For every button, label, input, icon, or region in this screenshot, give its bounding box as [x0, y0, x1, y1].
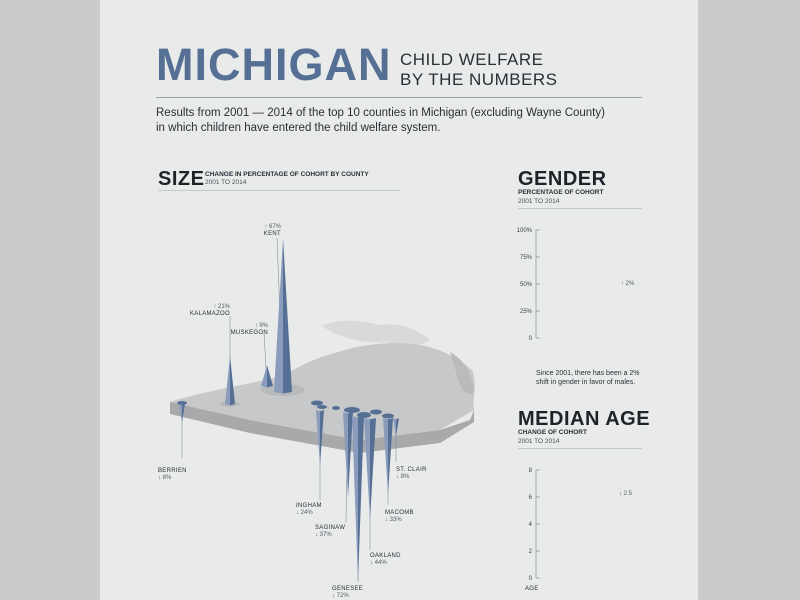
gender-ytick: 75% — [520, 255, 533, 261]
spike-genesee — [352, 416, 358, 582]
county-label-st-clair: ST. CLAIR ↓ 8% — [396, 467, 427, 480]
spike-kalamazoo — [225, 355, 230, 406]
size-section-subtitle: CHANGE IN PERCENTAGE OF COHORT BY COUNTY — [205, 171, 369, 178]
size-map-chart — [170, 237, 475, 582]
spike-muskegon-shade — [267, 365, 273, 388]
spike-kent-shade — [283, 237, 292, 394]
spike-berrien-shade — [182, 404, 185, 423]
spike-ingham — [316, 410, 320, 466]
gender-section-years: 2001 TO 2014 — [518, 198, 560, 205]
spike-kent — [274, 237, 283, 394]
intro-line-2: in which children have entered the child… — [156, 122, 441, 134]
subtitle-line-2: BY THE NUMBERS — [400, 70, 558, 89]
map-top-face — [170, 343, 475, 440]
spike-saginaw-shade — [348, 412, 353, 498]
spike-berrien — [179, 404, 182, 423]
gender-section-title: GENDER — [518, 168, 607, 190]
age-ytick: 8 — [529, 468, 533, 474]
gender-note: Since 2001, there has been a 2% shift in… — [536, 370, 640, 386]
gender-section-divider — [518, 208, 642, 209]
county-label-oakland: OAKLAND ↓ 44% — [370, 553, 401, 566]
size-section-divider — [158, 190, 400, 191]
age-section-divider — [518, 448, 642, 449]
gender-ytick: 100% — [517, 228, 533, 234]
city-dot — [382, 413, 394, 419]
city-dot — [332, 406, 340, 410]
page-title: MICHIGAN — [156, 39, 392, 90]
age-change-label: ↓ 2.5 — [619, 491, 633, 497]
county-label-berrien: BERRIEN ↓ 8% — [158, 468, 187, 481]
gender-ytick: 50% — [520, 282, 533, 288]
gender-ytick: 25% — [520, 309, 533, 315]
infographic-poster: MICHIGAN CHILD WELFARE BY THE NUMBERS Re… — [100, 0, 698, 600]
spike-macomb — [383, 418, 388, 494]
spike-st-clair — [393, 418, 396, 437]
age-ytick: 2 — [529, 549, 533, 555]
age-ytick: 6 — [529, 495, 533, 501]
age-section-title: MEDIAN AGE — [518, 408, 651, 430]
gender-chart: 100%75%50%25%0 20012014 — [517, 228, 540, 342]
age-section-years: 2001 TO 2014 — [518, 438, 560, 445]
county-label-kalamazoo: ↑ 21% KALAMAZOO — [189, 304, 230, 317]
county-label-saginaw: SAGINAW ↓ 37% — [315, 525, 346, 538]
spike-macomb-shade — [388, 418, 393, 494]
city-dot — [311, 400, 323, 406]
spike-st-clair-shade — [396, 418, 399, 437]
county-label-ingham: INGHAM ↓ 24% — [296, 503, 322, 516]
city-dot — [370, 409, 382, 415]
spike-ingham-shade — [320, 410, 324, 466]
city-dot — [357, 412, 371, 418]
city-dot — [177, 401, 187, 405]
city-dot — [317, 405, 327, 409]
intro-text: Results from 2001 — 2014 of the top 10 c… — [156, 106, 646, 136]
spike-genesee-shade — [358, 416, 364, 582]
gender-section-subtitle: PERCENTAGE OF COHORT — [518, 189, 604, 196]
title-divider — [156, 97, 642, 98]
age-ytick: 0 — [529, 576, 533, 582]
county-label-muskegon: ↑ 9% MUSKEGON — [230, 323, 268, 336]
county-label-genesee: GENESEE ↓ 72% — [332, 586, 364, 599]
spike-oakland-shade — [370, 418, 376, 520]
size-section-years: 2001 TO 2014 — [205, 179, 247, 186]
spike-saginaw — [343, 412, 348, 498]
city-dot — [344, 407, 360, 413]
map-side-face — [170, 402, 474, 453]
county-label-kent: ↑ 67% KENT — [263, 224, 281, 237]
size-section-title: SIZE — [158, 168, 205, 190]
spike-oakland — [364, 418, 370, 520]
age-section-subtitle: CHANGE OF COHORT — [518, 429, 587, 436]
spike-kalamazoo-shade — [230, 355, 235, 406]
age-axis-label: AGE — [525, 586, 539, 592]
county-label-macomb: MACOMB ↓ 33% — [385, 510, 414, 523]
intro-line-1: Results from 2001 — 2014 of the top 10 c… — [156, 107, 605, 119]
spike-muskegon — [261, 365, 267, 388]
age-ytick: 4 — [529, 522, 533, 528]
gender-ytick: 0 — [529, 336, 533, 342]
gender-shift-label: ↑ 2% — [621, 281, 635, 287]
map-thumb-edge — [450, 352, 474, 394]
upper-peninsula-shape — [322, 320, 430, 346]
subtitle-line-1: CHILD WELFARE — [400, 50, 544, 69]
